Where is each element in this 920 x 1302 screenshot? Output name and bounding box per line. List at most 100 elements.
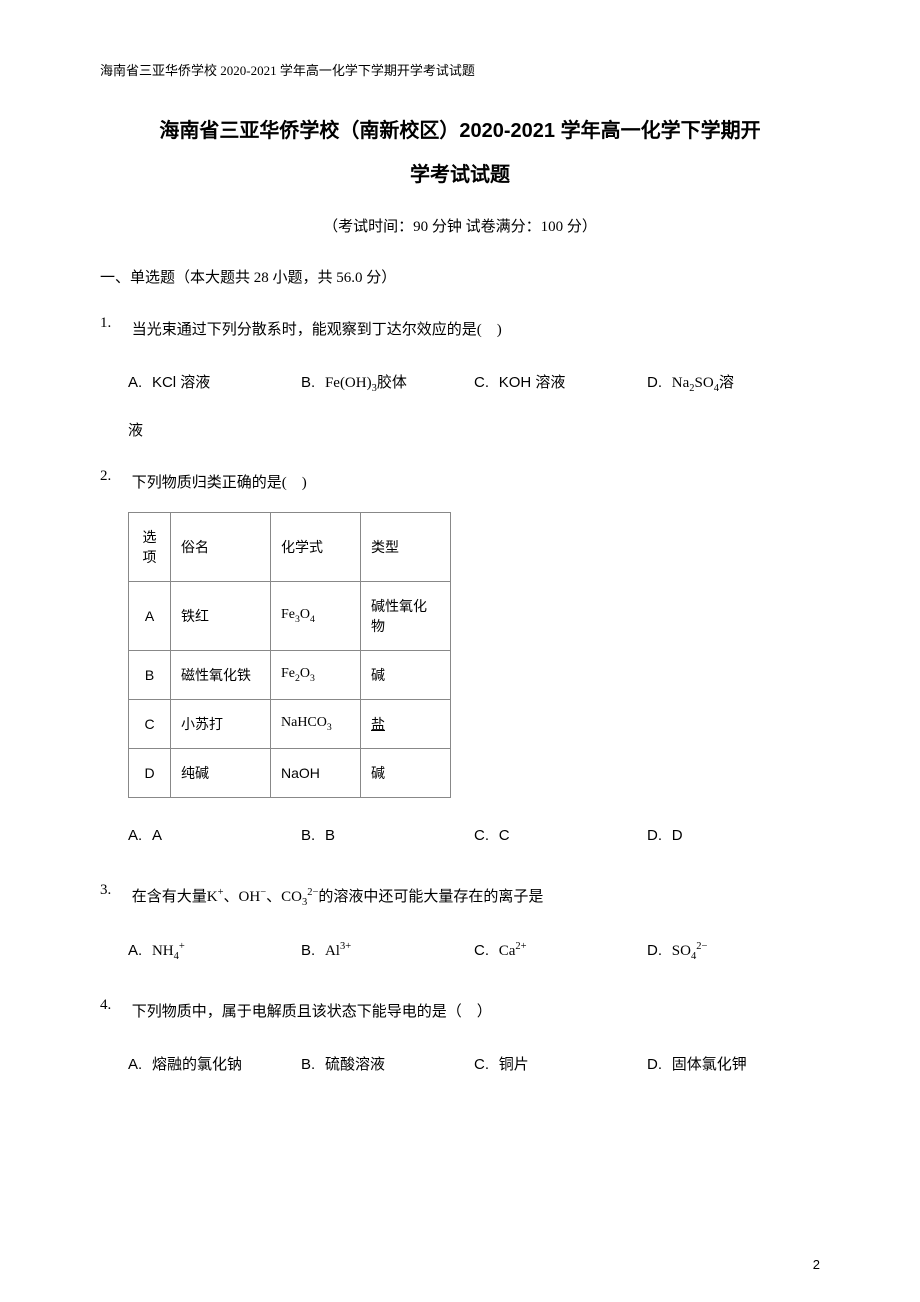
question-2: 2. 下列物质归类正确的是( ) 选项 俗名 化学式 类型 A 铁红 Fe3O4… <box>100 468 820 854</box>
q4-b-label: B. <box>301 1056 315 1073</box>
page-title: 海南省三亚华侨学校（南新校区）2020-2021 学年高一化学下学期开 学考试试… <box>100 109 820 197</box>
q3-option-b: B. Al3+ <box>301 933 474 969</box>
q3-c-formula: Ca2+ <box>499 943 527 959</box>
q2-c-label: C. <box>474 827 489 844</box>
q4-option-c: C. 铜片 <box>474 1047 647 1083</box>
q1-d-mid: SO <box>695 375 714 391</box>
q4-d-label: D. <box>647 1056 662 1073</box>
q2-option-a: A. A <box>128 818 301 854</box>
q1-extra-line: 液 <box>128 419 820 440</box>
q1-a-label: A. <box>128 374 142 391</box>
ra2-mid: O <box>300 607 310 622</box>
rd-2: NaOH <box>271 749 361 798</box>
q1-d-pre: Na <box>672 375 690 391</box>
q3a-sub: 4 <box>174 951 179 962</box>
table-row-header: 选项 俗名 化学式 类型 <box>129 513 451 582</box>
q4-c-text: 铜片 <box>499 1057 529 1073</box>
rc-2: NaHCO3 <box>271 700 361 749</box>
q3-options: A. NH4+ B. Al3+ C. Ca2+ D. SO42− <box>128 933 820 969</box>
q1-b-formula: Fe(OH)3胶体 <box>325 375 407 391</box>
q2-a-label: A. <box>128 827 142 844</box>
running-header: 海南省三亚华侨学校 2020-2021 学年高一化学下学期开学考试试题 <box>100 60 820 79</box>
question-3: 3. 在含有大量K+、OH−、CO32−的溶液中还可能大量存在的离子是 A. N… <box>100 882 820 969</box>
rc-3: 盐 <box>361 700 451 749</box>
ra2-pre: Fe <box>281 607 295 622</box>
q3-sb1: 3 <box>302 897 307 908</box>
exam-info: （考试时间：90 分钟 试卷满分：100 分） <box>100 215 820 236</box>
q2-d-text: D <box>672 827 683 844</box>
q1-c-label: C. <box>474 374 489 391</box>
rc2-s1: 3 <box>327 722 332 733</box>
q3a-pre: NH <box>152 943 174 959</box>
q3-m1: 、OH <box>224 889 261 905</box>
table-row-c: C 小苏打 NaHCO3 盐 <box>129 700 451 749</box>
title-line-2: 学考试试题 <box>100 153 820 197</box>
q1-option-c: C. KOH 溶液 <box>474 365 647 401</box>
q1-option-a: A. KCl 溶液 <box>128 365 301 401</box>
q1-text: 当光束通过下列分散系时，能观察到丁达尔效应的是( ) <box>132 322 502 338</box>
q3d-sup: 2− <box>696 941 707 952</box>
ra-2: Fe3O4 <box>271 582 361 651</box>
page-number: 2 <box>813 1257 820 1272</box>
q1-a-text: KCl 溶液 <box>152 374 210 391</box>
section-header: 一、单选题（本大题共 28 小题，共 56.0 分） <box>100 266 820 287</box>
q3d-pre: SO <box>672 943 691 959</box>
q3-pre: 在含有大量K <box>132 889 218 905</box>
q4-option-d: D. 固体氯化钾 <box>647 1047 820 1083</box>
q2-table: 选项 俗名 化学式 类型 A 铁红 Fe3O4 碱性氧化物 B 磁性氧化铁 Fe… <box>128 512 451 798</box>
table-row-a: A 铁红 Fe3O4 碱性氧化物 <box>129 582 451 651</box>
q3d-sub: 4 <box>691 951 696 962</box>
q3c-pre: Ca <box>499 943 516 959</box>
q3-option-a: A. NH4+ <box>128 933 301 969</box>
q3-post: 的溶液中还可能大量存在的离子是 <box>318 889 543 905</box>
rc-1: 小苏打 <box>171 700 271 749</box>
q1-b-pre: Fe(OH) <box>325 375 372 391</box>
q3-option-c: C. Ca2+ <box>474 933 647 969</box>
q3-c-label: C. <box>474 942 489 959</box>
q3-d-label: D. <box>647 942 662 959</box>
q3b-sup: 3+ <box>340 941 351 952</box>
q1-option-d: D. Na2SO4溶 <box>647 365 820 401</box>
q1-b-post: 胶体 <box>377 375 407 391</box>
rb2-mid: O <box>300 666 310 681</box>
q3-s3: 2− <box>307 887 318 898</box>
q3c-sup: 2+ <box>515 941 526 952</box>
q2-text: 下列物质归类正确的是( ) <box>132 475 307 491</box>
q4-a-label: A. <box>128 1056 142 1073</box>
th-common-name: 俗名 <box>171 513 271 582</box>
ra-1: 铁红 <box>171 582 271 651</box>
rd-3: 碱 <box>361 749 451 798</box>
q2-option-c: C. C <box>474 818 647 854</box>
rc-0: C <box>129 700 171 749</box>
question-4: 4. 下列物质中，属于电解质且该状态下能导电的是（ ） A. 熔融的氯化钠 B.… <box>100 997 820 1083</box>
q4-b-text: 硫酸溶液 <box>325 1057 385 1073</box>
q1-c-text: KOH 溶液 <box>499 374 566 391</box>
q2-b-label: B. <box>301 827 315 844</box>
q3a-sup: + <box>179 941 185 952</box>
q4-option-b: B. 硫酸溶液 <box>301 1047 474 1083</box>
rb-1: 磁性氧化铁 <box>171 651 271 700</box>
rb2-pre: Fe <box>281 666 295 681</box>
q3-number: 3. <box>100 882 128 899</box>
q2-d-label: D. <box>647 827 662 844</box>
q3-a-label: A. <box>128 942 142 959</box>
q1-number: 1. <box>100 315 128 332</box>
q3-m2: 、CO <box>266 889 302 905</box>
q2-c-text: C <box>499 827 510 844</box>
q3-a-formula: NH4+ <box>152 943 185 959</box>
rd-0: D <box>129 749 171 798</box>
rb-0: B <box>129 651 171 700</box>
th-option: 选项 <box>129 513 171 582</box>
table-row-b: B 磁性氧化铁 Fe2O3 碱 <box>129 651 451 700</box>
q2-option-b: B. B <box>301 818 474 854</box>
table-row-d: D 纯碱 NaOH 碱 <box>129 749 451 798</box>
q1-b-label: B. <box>301 374 315 391</box>
rb-2: Fe2O3 <box>271 651 361 700</box>
q1-d-post: 溶 <box>719 375 734 391</box>
q1-d-label: D. <box>647 374 662 391</box>
q3-option-d: D. SO42− <box>647 933 820 969</box>
q4-c-label: C. <box>474 1056 489 1073</box>
rb2-s2: 3 <box>310 673 315 684</box>
q4-number: 4. <box>100 997 128 1014</box>
q4-d-text: 固体氯化钾 <box>672 1057 747 1073</box>
